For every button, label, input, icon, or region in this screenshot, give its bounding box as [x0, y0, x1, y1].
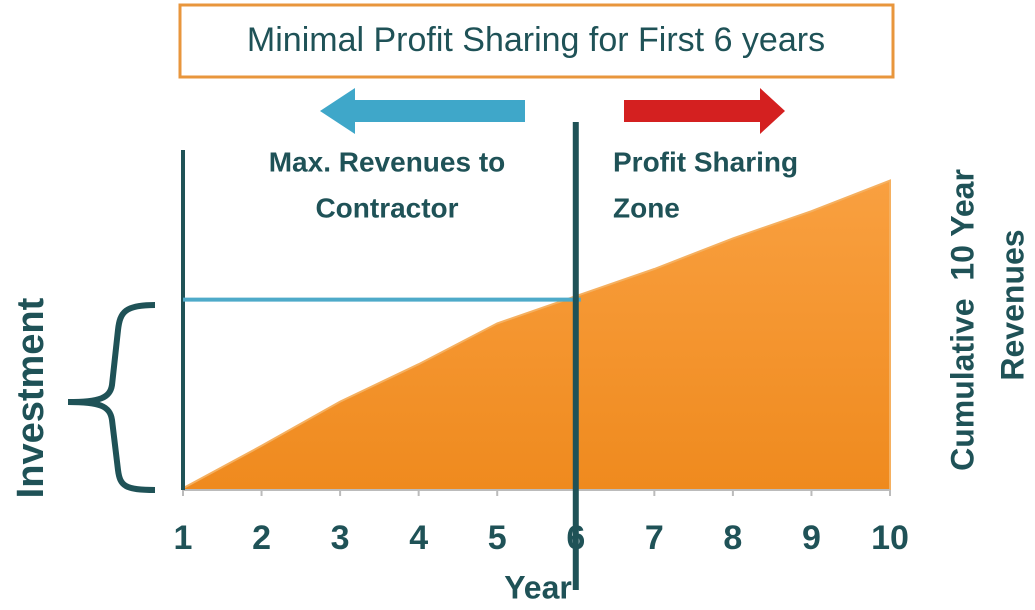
x-tick-label: 8: [723, 519, 742, 557]
chart-title: Minimal Profit Sharing for First 6 years: [247, 21, 825, 59]
area: [182, 179, 891, 491]
zone-label: Zone: [613, 192, 680, 223]
y2-axis-label: Revenues: [994, 229, 1030, 380]
zone-label: Contractor: [315, 192, 458, 223]
x-tick-label: 5: [488, 519, 507, 557]
title-box: [178, 3, 895, 79]
zone-label: Profit Sharing: [613, 146, 798, 177]
y2-axis-label: Cumulative 10 Year: [944, 169, 980, 471]
x-tick-label: 1: [174, 519, 193, 557]
x-axis-label: Year: [504, 569, 572, 605]
zone-label: Max. Revenues to: [269, 146, 506, 177]
x-tick-label: 4: [409, 519, 428, 557]
right-arrow: [624, 88, 785, 134]
brace: [67, 302, 156, 493]
left-arrow: [320, 88, 525, 134]
x-tick-label: 3: [331, 519, 350, 557]
y-axis-label: Investment: [10, 297, 52, 498]
x-tick-label: 7: [645, 519, 664, 557]
x-tick-label: 9: [802, 519, 821, 557]
x-tick-label: 2: [252, 519, 271, 557]
x-tick-label: 10: [871, 519, 909, 557]
